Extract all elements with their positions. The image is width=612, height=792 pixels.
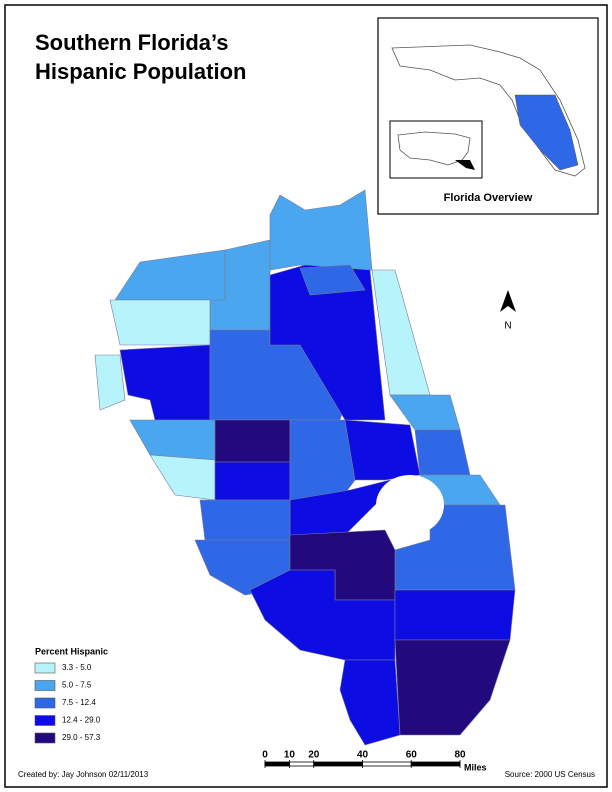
county bbox=[394, 589, 516, 641]
north-label: N bbox=[504, 321, 511, 332]
legend-label: 29.0 - 57.3 bbox=[62, 733, 101, 742]
legend-label: 12.4 - 29.0 bbox=[62, 716, 101, 725]
legend-label: 5.0 - 7.5 bbox=[62, 681, 92, 690]
scale-segment bbox=[313, 761, 363, 767]
county bbox=[214, 419, 291, 463]
legend-label: 7.5 - 12.4 bbox=[62, 698, 96, 707]
scale-segment bbox=[264, 761, 290, 767]
north-arrow: N bbox=[500, 290, 516, 332]
credit: Created by: Jay Johnson 02/11/2013 bbox=[18, 770, 149, 779]
county bbox=[269, 264, 386, 421]
study-area bbox=[514, 94, 579, 171]
county bbox=[344, 419, 421, 481]
legend-swatch bbox=[34, 662, 56, 674]
scale-segment bbox=[410, 761, 461, 767]
scale-unit: Miles bbox=[464, 762, 487, 772]
source: Source: 2000 US Census bbox=[505, 770, 595, 779]
scale-segment bbox=[288, 761, 315, 767]
county bbox=[339, 659, 401, 746]
legend: Percent Hispanic 3.3 - 5.0 5.0 - 7.5 7.5 -… bbox=[34, 646, 108, 744]
lake-okeechobee bbox=[376, 475, 444, 535]
legend-swatch bbox=[34, 697, 56, 709]
county bbox=[414, 429, 471, 476]
county bbox=[394, 639, 511, 736]
scale-segment bbox=[362, 761, 412, 767]
county bbox=[109, 299, 211, 346]
legend-label: 3.3 - 5.0 bbox=[62, 663, 92, 672]
county bbox=[94, 354, 126, 411]
scale-label: 80 bbox=[454, 750, 466, 761]
overview-inset: Florida Overview bbox=[377, 17, 599, 215]
florida-highlight bbox=[455, 160, 475, 170]
title-line: Hispanic Population bbox=[35, 59, 246, 84]
counties bbox=[94, 189, 516, 746]
title-line: Southern Florida’s bbox=[35, 30, 229, 55]
scale-label: 0 bbox=[262, 750, 268, 761]
scale-label: 10 bbox=[284, 750, 296, 761]
scale-label: 20 bbox=[308, 750, 320, 761]
county bbox=[214, 461, 291, 501]
county bbox=[289, 419, 356, 501]
arrow bbox=[500, 290, 516, 312]
legend-swatch bbox=[34, 715, 56, 726]
legend-swatch bbox=[34, 680, 56, 691]
scale-label: 60 bbox=[406, 750, 418, 761]
county bbox=[299, 264, 366, 296]
inset-label: Florida Overview bbox=[444, 192, 533, 204]
scale-label: 40 bbox=[357, 750, 369, 761]
legend-swatch bbox=[34, 732, 56, 744]
legend-title: Percent Hispanic bbox=[35, 646, 108, 656]
